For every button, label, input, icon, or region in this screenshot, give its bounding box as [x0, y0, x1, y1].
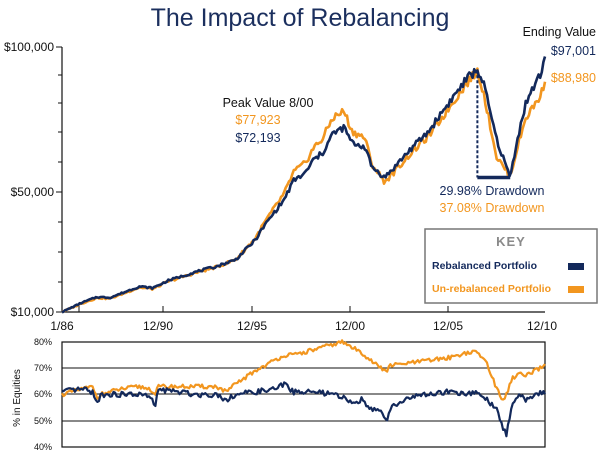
equity-tick-40: 40% — [34, 442, 52, 452]
drawdown-rebalanced: 29.98% Drawdown — [440, 184, 545, 198]
legend: KEY Rebalanced Portfolio Un-rebalanced P… — [424, 228, 598, 304]
equity-tick-50: 50% — [34, 416, 52, 426]
x-tick-label-12-10: 12/10 — [527, 319, 557, 333]
peak-value-unrebalanced: $77,923 — [235, 113, 280, 127]
y-tick-label-100k: $100,000 — [4, 40, 54, 54]
series-line-rebalanced — [61, 56, 547, 314]
legend-label-rebalanced: Rebalanced Portfolio — [432, 260, 537, 272]
ending-value-rebalanced: $97,001 — [551, 44, 596, 58]
equity-line-unrebalanced — [61, 339, 546, 401]
x-tick-label-1-86: 1/86 — [50, 319, 74, 333]
y-tick-label-50k: $50,000 — [11, 185, 55, 199]
y-tick-label-10k: $10,000 — [11, 305, 55, 319]
peak-value-rebalanced: $72,193 — [235, 131, 280, 145]
x-tick-label-12-95: 12/95 — [237, 319, 267, 333]
equity-tick-60: 60% — [34, 389, 52, 399]
equity-axis-label: % in Equities — [12, 369, 23, 427]
chart-title: The Impact of Rebalancing — [151, 4, 450, 32]
equity-tick-70: 70% — [34, 363, 52, 373]
equity-line-rebalanced — [61, 381, 546, 438]
ending-value-unrebalanced: $88,980 — [551, 71, 596, 85]
x-tick-label-12-00: 12/00 — [335, 319, 365, 333]
legend-title: KEY — [496, 234, 526, 249]
legend-swatch-unrebalanced — [568, 286, 584, 293]
x-tick-label-12-90: 12/90 — [143, 319, 173, 333]
drawdown-unrebalanced: 37.08% Drawdown — [440, 201, 545, 215]
legend-swatch-rebalanced — [568, 263, 584, 270]
legend-label-unrebalanced: Un-rebalanced Portfolio — [432, 283, 551, 295]
peak-value-title: Peak Value 8/00 — [223, 96, 314, 110]
x-tick-label-12-05: 12/05 — [433, 319, 463, 333]
ending-value-title: Ending Value — [523, 25, 596, 39]
equity-tick-80: 80% — [34, 337, 52, 347]
